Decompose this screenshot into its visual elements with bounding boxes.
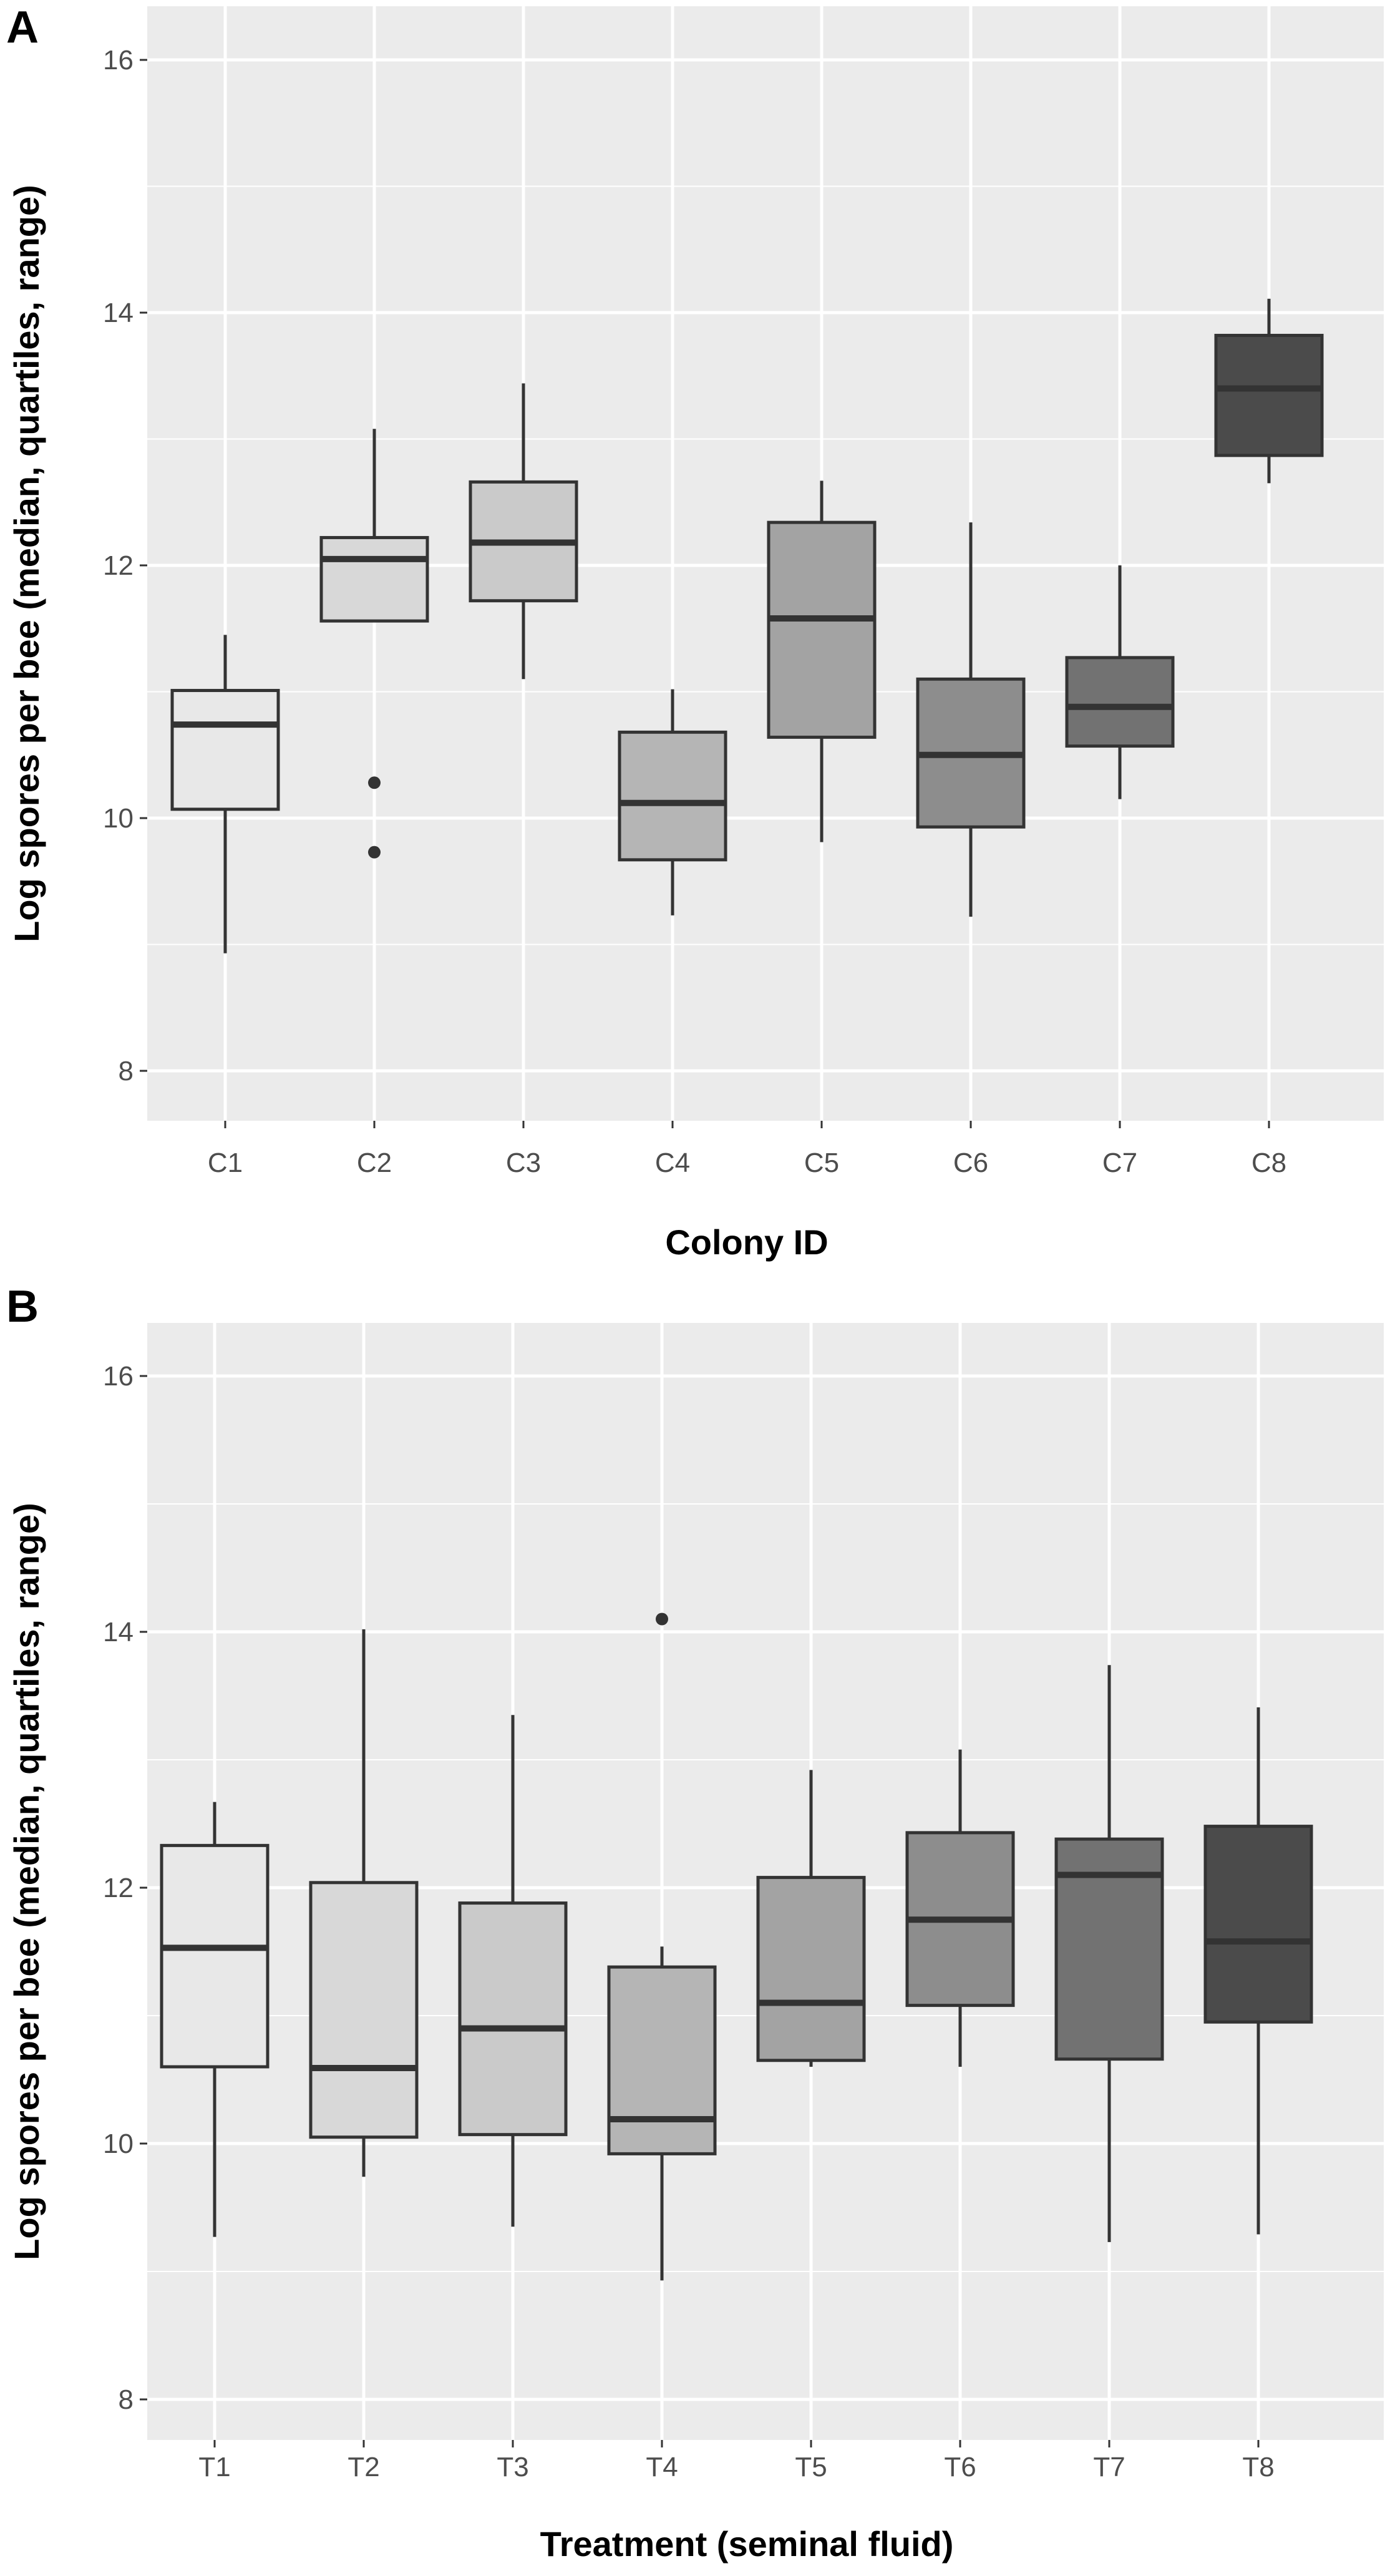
box-c1 bbox=[170, 635, 280, 954]
panel-a-y-axis-title: Log spores per bee (median, quartiles, r… bbox=[7, 185, 46, 942]
box-c8 bbox=[1214, 298, 1324, 484]
panel-b-x-tick-label-t1: T1 bbox=[198, 2452, 230, 2482]
panel-a-y-tick-label-14: 14 bbox=[103, 298, 134, 328]
box-t6 bbox=[905, 1749, 1015, 2067]
panel-b-y-tick-label-10: 10 bbox=[103, 2129, 134, 2159]
box-t4-outlier bbox=[656, 1612, 668, 1626]
panel-a-y-tick-labels: 8 10 12 14 16 bbox=[103, 45, 147, 1086]
box-c2 bbox=[319, 429, 429, 859]
panel-a-x-tick-label-c1: C1 bbox=[208, 1148, 243, 1178]
panel-a-y-tick-label-10: 10 bbox=[103, 803, 134, 834]
box-c2-outlier bbox=[368, 776, 381, 789]
panel-a-x-axis-title: Colony ID bbox=[665, 1222, 828, 1262]
box-c5-iqr bbox=[767, 520, 877, 739]
box-t4-iqr bbox=[607, 1965, 717, 2155]
panel-a-x-tick-label-c2: C2 bbox=[357, 1148, 392, 1178]
panel-a-y-tick-label-12: 12 bbox=[103, 550, 134, 581]
panel-a-boxes bbox=[170, 298, 1324, 954]
panel-a-x-tick-label-c7: C7 bbox=[1102, 1148, 1137, 1178]
panel-b-x-tick-label-t2: T2 bbox=[348, 2452, 379, 2482]
box-c3 bbox=[469, 383, 578, 680]
panel-a-x-tick-label-c6: C6 bbox=[953, 1148, 988, 1178]
box-t4 bbox=[607, 1612, 717, 2281]
panel-a-y-tick-label-16: 16 bbox=[103, 45, 134, 76]
box-t1 bbox=[160, 1802, 270, 2237]
panel-b-letter: B bbox=[6, 1282, 39, 1332]
box-t3 bbox=[458, 1715, 568, 2227]
panel-b-y-tick-label-8: 8 bbox=[119, 2384, 134, 2415]
panel-b-x-axis-title: Treatment (seminal fluid) bbox=[540, 2524, 954, 2564]
box-t5-iqr bbox=[756, 1876, 866, 2062]
box-t3-iqr bbox=[458, 1901, 568, 2137]
panel-b-x-tick-label-t3: T3 bbox=[497, 2452, 528, 2482]
box-c4-iqr bbox=[618, 730, 727, 862]
box-t8 bbox=[1203, 1707, 1313, 2235]
panel-b-x-tick-label-t5: T5 bbox=[795, 2452, 827, 2482]
panel-a: A 8 10 12 14 16 C1 C2 C3 C4 C5 C6 C7 C8 Colony ID L… bbox=[6, 2, 1384, 1262]
panel-a-x-tick-label-c4: C4 bbox=[655, 1148, 690, 1178]
panel-b-y-tick-label-16: 16 bbox=[103, 1361, 134, 1392]
box-t8-iqr bbox=[1203, 1825, 1313, 2024]
box-c8-iqr bbox=[1214, 333, 1324, 457]
panel-b-x-tick-label-t4: T4 bbox=[646, 2452, 678, 2482]
box-c7-iqr bbox=[1065, 656, 1175, 748]
panel-b-y-tick-label-12: 12 bbox=[103, 1873, 134, 1903]
box-t1-iqr bbox=[160, 1843, 270, 2069]
box-c2-iqr bbox=[319, 535, 429, 623]
panel-b-y-tick-labels: 8 10 12 14 16 bbox=[103, 1361, 147, 2415]
panel-a-x-tick-label-c5: C5 bbox=[804, 1148, 839, 1178]
box-c2-outlier bbox=[368, 846, 381, 859]
panel-a-letter: A bbox=[6, 2, 39, 52]
panel-a-y-tick-label-8: 8 bbox=[119, 1056, 134, 1086]
panel-b-x-tick-label-t6: T6 bbox=[944, 2452, 976, 2482]
box-t2-iqr bbox=[309, 1881, 419, 2139]
box-t2 bbox=[309, 1629, 419, 2177]
panel-a-x-tick-label-c3: C3 bbox=[506, 1148, 541, 1178]
box-c5 bbox=[767, 481, 877, 842]
panel-b-boxes bbox=[160, 1612, 1313, 2281]
box-t7 bbox=[1054, 1665, 1164, 2242]
box-c4 bbox=[618, 689, 727, 915]
box-c1-iqr bbox=[170, 688, 280, 811]
box-c7 bbox=[1065, 565, 1175, 799]
panel-b-y-axis-title: Log spores per bee (median, quartiles, r… bbox=[7, 1503, 46, 2260]
panel-b-x-tick-label-t8: T8 bbox=[1242, 2452, 1274, 2482]
panel-b-y-tick-label-14: 14 bbox=[103, 1617, 134, 1647]
panel-a-x-tick-label-c8: C8 bbox=[1251, 1148, 1286, 1178]
panel-b-x-tick-labels: T1 T2 T3 T4 T5 T6 T7 T8 bbox=[198, 2440, 1275, 2482]
panel-b-x-tick-label-t7: T7 bbox=[1093, 2452, 1125, 2482]
box-c6 bbox=[916, 522, 1026, 917]
panel-b: B 8 10 12 14 16 T1 T2 T3 T4 T5 T6 T7 T8 Treatment (… bbox=[6, 1282, 1384, 2564]
panel-a-x-tick-labels: C1 C2 C3 C4 C5 C6 C7 C8 bbox=[208, 1121, 1286, 1178]
box-t5 bbox=[756, 1770, 866, 2067]
